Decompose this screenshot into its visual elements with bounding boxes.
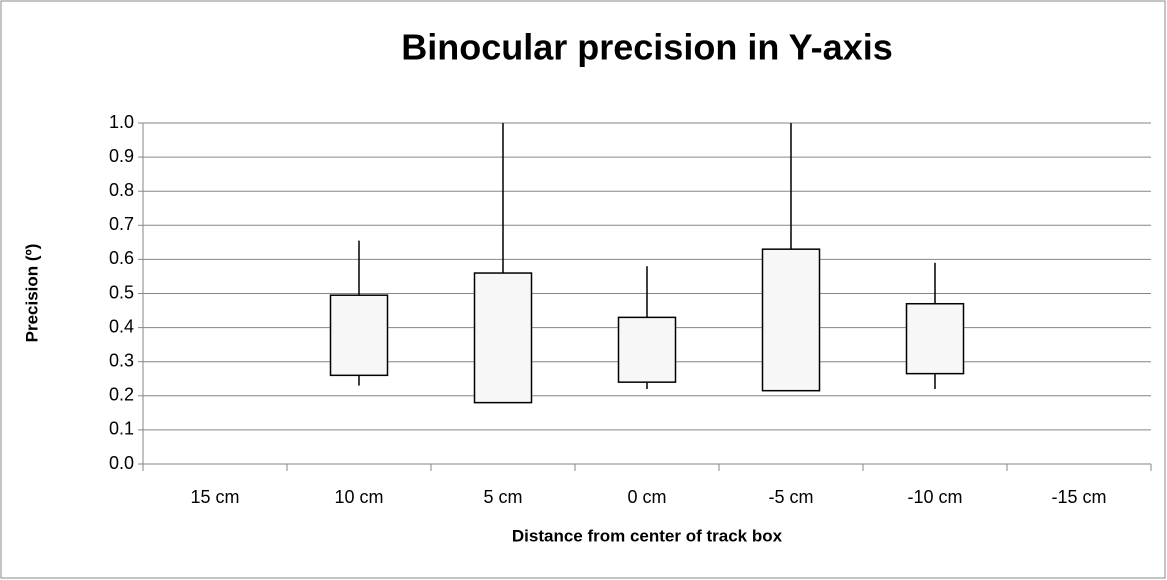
x-tick-label: 5 cm xyxy=(483,487,522,507)
y-tick-label: 1.0 xyxy=(109,112,134,132)
x-tick-label: -5 cm xyxy=(769,487,814,507)
x-tick-label: 15 cm xyxy=(190,487,239,507)
box xyxy=(761,248,821,392)
y-tick-label: 0.2 xyxy=(109,385,134,405)
box xyxy=(617,316,677,383)
y-tick-label: 0.1 xyxy=(109,419,134,439)
x-tick-label: -10 cm xyxy=(907,487,962,507)
box xyxy=(905,302,965,375)
y-tick-label: 0.9 xyxy=(109,146,134,166)
y-tick-label: 0.4 xyxy=(109,316,134,336)
box xyxy=(329,294,389,377)
x-tick-label: -15 cm xyxy=(1051,487,1106,507)
y-tick-label: 0.8 xyxy=(109,180,134,200)
x-axis-label: Distance from center of track box xyxy=(512,526,783,545)
y-tick-label: 0.7 xyxy=(109,214,134,234)
y-tick-label: 0.5 xyxy=(109,282,134,302)
chart-title: Binocular precision in Y-axis xyxy=(401,27,893,68)
x-tick-label: 10 cm xyxy=(334,487,383,507)
y-tick-label: 0.6 xyxy=(109,248,134,268)
x-tick-label: 0 cm xyxy=(627,487,666,507)
y-tick-label: 0.0 xyxy=(109,453,134,473)
y-axis-label: Precision (º) xyxy=(22,244,41,343)
box xyxy=(473,272,533,404)
y-tick-label: 0.3 xyxy=(109,350,134,370)
